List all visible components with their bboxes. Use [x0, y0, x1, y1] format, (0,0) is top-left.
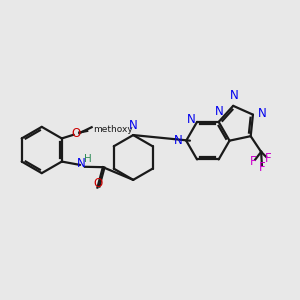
Text: N: N: [258, 106, 266, 120]
Text: N: N: [174, 134, 182, 147]
Text: N: N: [129, 119, 138, 132]
Text: F: F: [250, 155, 256, 168]
Text: O: O: [71, 128, 81, 140]
Text: F: F: [259, 161, 265, 174]
Text: H: H: [84, 154, 92, 164]
Text: N: N: [230, 89, 238, 102]
Text: methoxy: methoxy: [93, 124, 133, 134]
Text: N: N: [187, 113, 196, 126]
Text: O: O: [94, 178, 103, 190]
Text: N: N: [215, 105, 224, 118]
Text: N: N: [77, 157, 85, 169]
Text: F: F: [265, 152, 271, 165]
